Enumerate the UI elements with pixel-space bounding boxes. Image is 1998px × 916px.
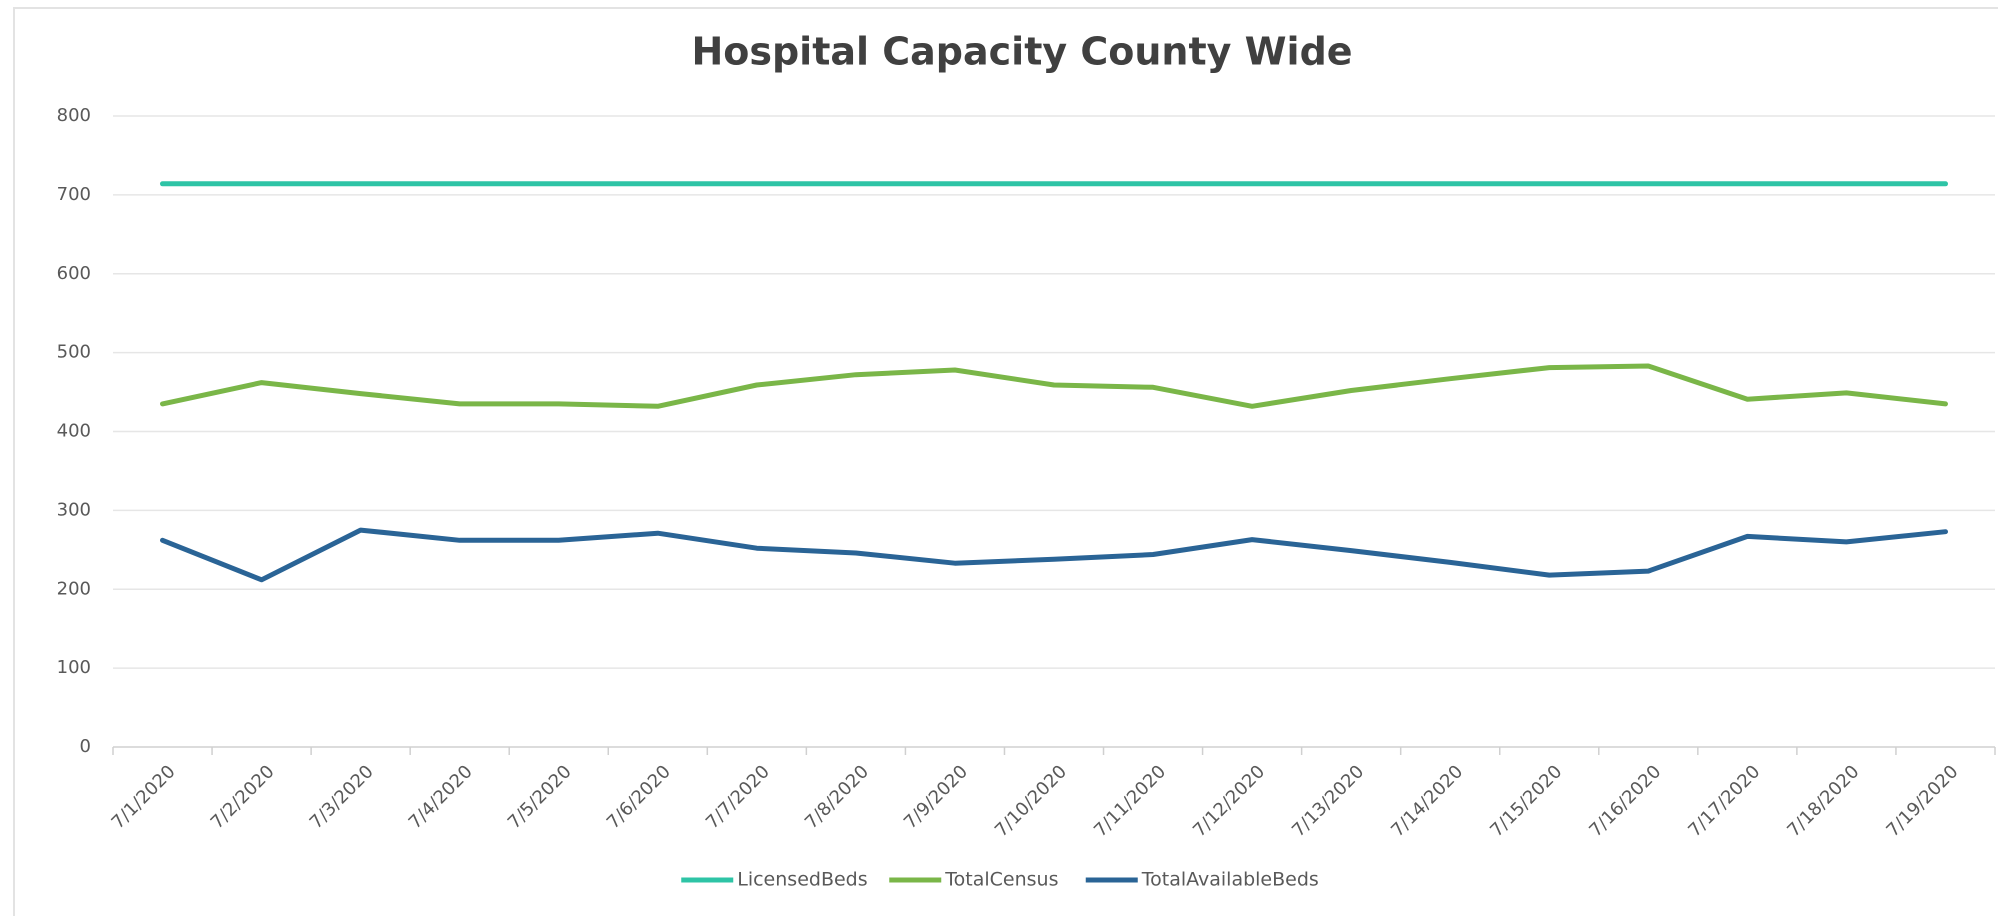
x-tick-label: 7/18/2020: [1783, 761, 1863, 841]
x-tick-label: 7/7/2020: [702, 761, 774, 833]
y-tick-label: 0: [80, 736, 91, 757]
chart-frame: [13, 7, 1998, 916]
x-tick-label: 7/14/2020: [1387, 761, 1467, 841]
x-tick-label: 7/6/2020: [603, 761, 675, 833]
y-tick-label: 600: [57, 263, 91, 284]
y-tick-label: 200: [57, 578, 91, 599]
y-tick-label: 100: [57, 657, 91, 678]
x-tick-label: 7/3/2020: [306, 761, 378, 833]
chart-title: Hospital Capacity County Wide: [691, 30, 1352, 74]
x-tick-label: 7/4/2020: [405, 761, 477, 833]
x-tick-label: 7/5/2020: [504, 761, 576, 833]
series-line: [160, 527, 1948, 583]
y-tick-label: 400: [57, 421, 91, 442]
legend-label: TotalCensus: [944, 869, 1058, 891]
y-tick-label: 700: [57, 184, 91, 205]
legend-label: LicensedBeds: [737, 869, 867, 891]
y-tick-label: 500: [57, 342, 91, 363]
x-tick-label: 7/19/2020: [1882, 761, 1962, 841]
x-tick-label: 7/10/2020: [991, 761, 1071, 841]
x-tick-label: 7/15/2020: [1486, 761, 1566, 841]
x-tick-label: 7/12/2020: [1189, 761, 1269, 841]
x-tick-label: 7/9/2020: [900, 761, 972, 833]
x-tick-label: 7/1/2020: [108, 761, 180, 833]
legend-label: TotalAvailableBeds: [1141, 869, 1319, 891]
x-tick-label: 7/16/2020: [1585, 761, 1665, 841]
y-tick-label: 800: [57, 105, 91, 126]
x-tick-label: 7/17/2020: [1684, 761, 1764, 841]
x-tick-label: 7/8/2020: [801, 761, 873, 833]
x-tick-label: 7/13/2020: [1288, 761, 1368, 841]
x-tick-label: 7/2/2020: [207, 761, 279, 833]
x-tick-label: 7/11/2020: [1090, 761, 1170, 841]
series-line: [160, 363, 1948, 409]
y-tick-label: 300: [57, 499, 91, 520]
